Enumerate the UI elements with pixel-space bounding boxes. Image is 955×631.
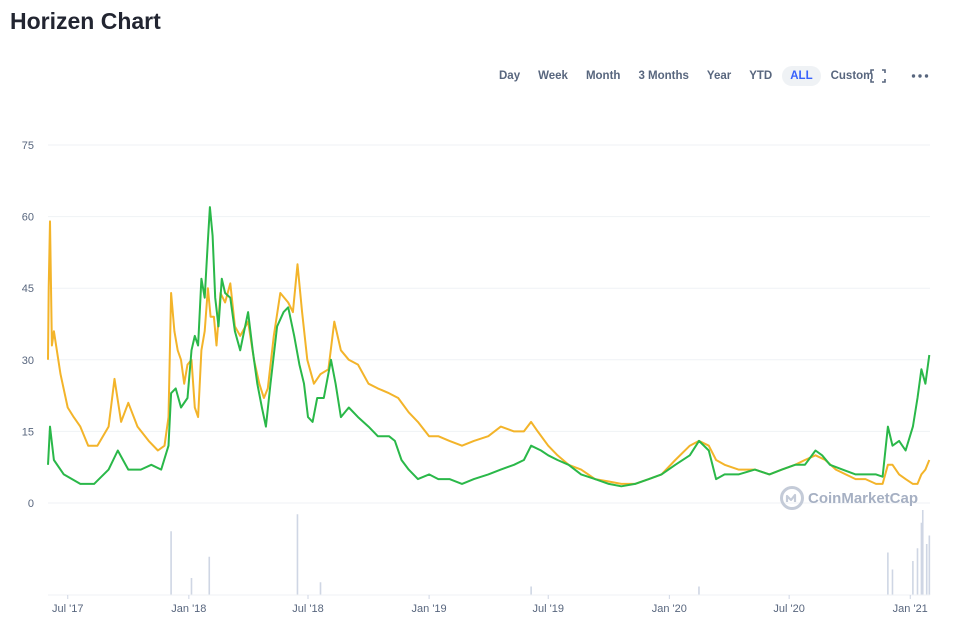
volume-bar	[208, 556, 211, 595]
coinmarketcap-watermark: CoinMarketCap	[780, 486, 918, 510]
range-week-button[interactable]: Week	[538, 70, 568, 82]
x-tick-label: Jul '18	[292, 603, 323, 615]
volume-bar	[319, 582, 322, 595]
y-tick-label: 60	[22, 212, 34, 224]
range-3-months-button[interactable]: 3 Months	[638, 70, 689, 82]
x-tick-label: Jul '17	[52, 603, 83, 615]
x-tick-label: Jul '19	[533, 603, 564, 615]
volume-bar	[190, 578, 193, 595]
coinmarketcap-logo-icon	[780, 486, 804, 510]
x-tick-label: Jan '19	[412, 603, 447, 615]
range-custom-button[interactable]: Custom	[830, 70, 874, 82]
y-tick-label: 0	[28, 498, 34, 510]
fullscreen-icon[interactable]	[870, 69, 886, 83]
x-tick-label: Jan '20	[652, 603, 687, 615]
series-line-yellow	[47, 220, 931, 485]
y-tick-label: 15	[22, 426, 34, 438]
range-month-button[interactable]: Month	[585, 70, 621, 82]
x-tick-label: Jan '21	[893, 603, 928, 615]
volume-bar	[925, 544, 928, 595]
page-title: Horizen Chart	[10, 8, 161, 34]
volume-bar	[296, 514, 299, 595]
x-tick-label: Jan '18	[171, 603, 206, 615]
range-day-button[interactable]: Day	[499, 70, 521, 82]
volume-bar	[912, 561, 914, 595]
time-range-selector: Day Week Month 3 Months Year YTD ALL Cus…	[490, 64, 882, 88]
watermark-text: CoinMarketCap	[808, 490, 918, 507]
y-tick-label: 75	[22, 140, 34, 152]
series-line-green	[47, 206, 931, 488]
volume-bar	[920, 522, 923, 595]
volume-bar	[928, 535, 931, 595]
y-tick-label: 45	[22, 283, 34, 295]
volume-bar	[921, 510, 924, 595]
y-tick-label: 30	[22, 355, 34, 367]
volume-bar	[530, 586, 532, 595]
range-all-button[interactable]: ALL	[782, 66, 821, 86]
range-ytd-button[interactable]: YTD	[749, 70, 773, 82]
x-tick-label: Jul '20	[773, 603, 804, 615]
more-dots-icon[interactable]	[911, 73, 929, 79]
range-year-button[interactable]: Year	[706, 70, 732, 82]
volume-bar	[170, 531, 172, 595]
volume-bar	[698, 586, 700, 595]
volume-bar	[916, 548, 919, 595]
volume-bar	[887, 552, 889, 595]
volume-bar	[891, 569, 894, 595]
